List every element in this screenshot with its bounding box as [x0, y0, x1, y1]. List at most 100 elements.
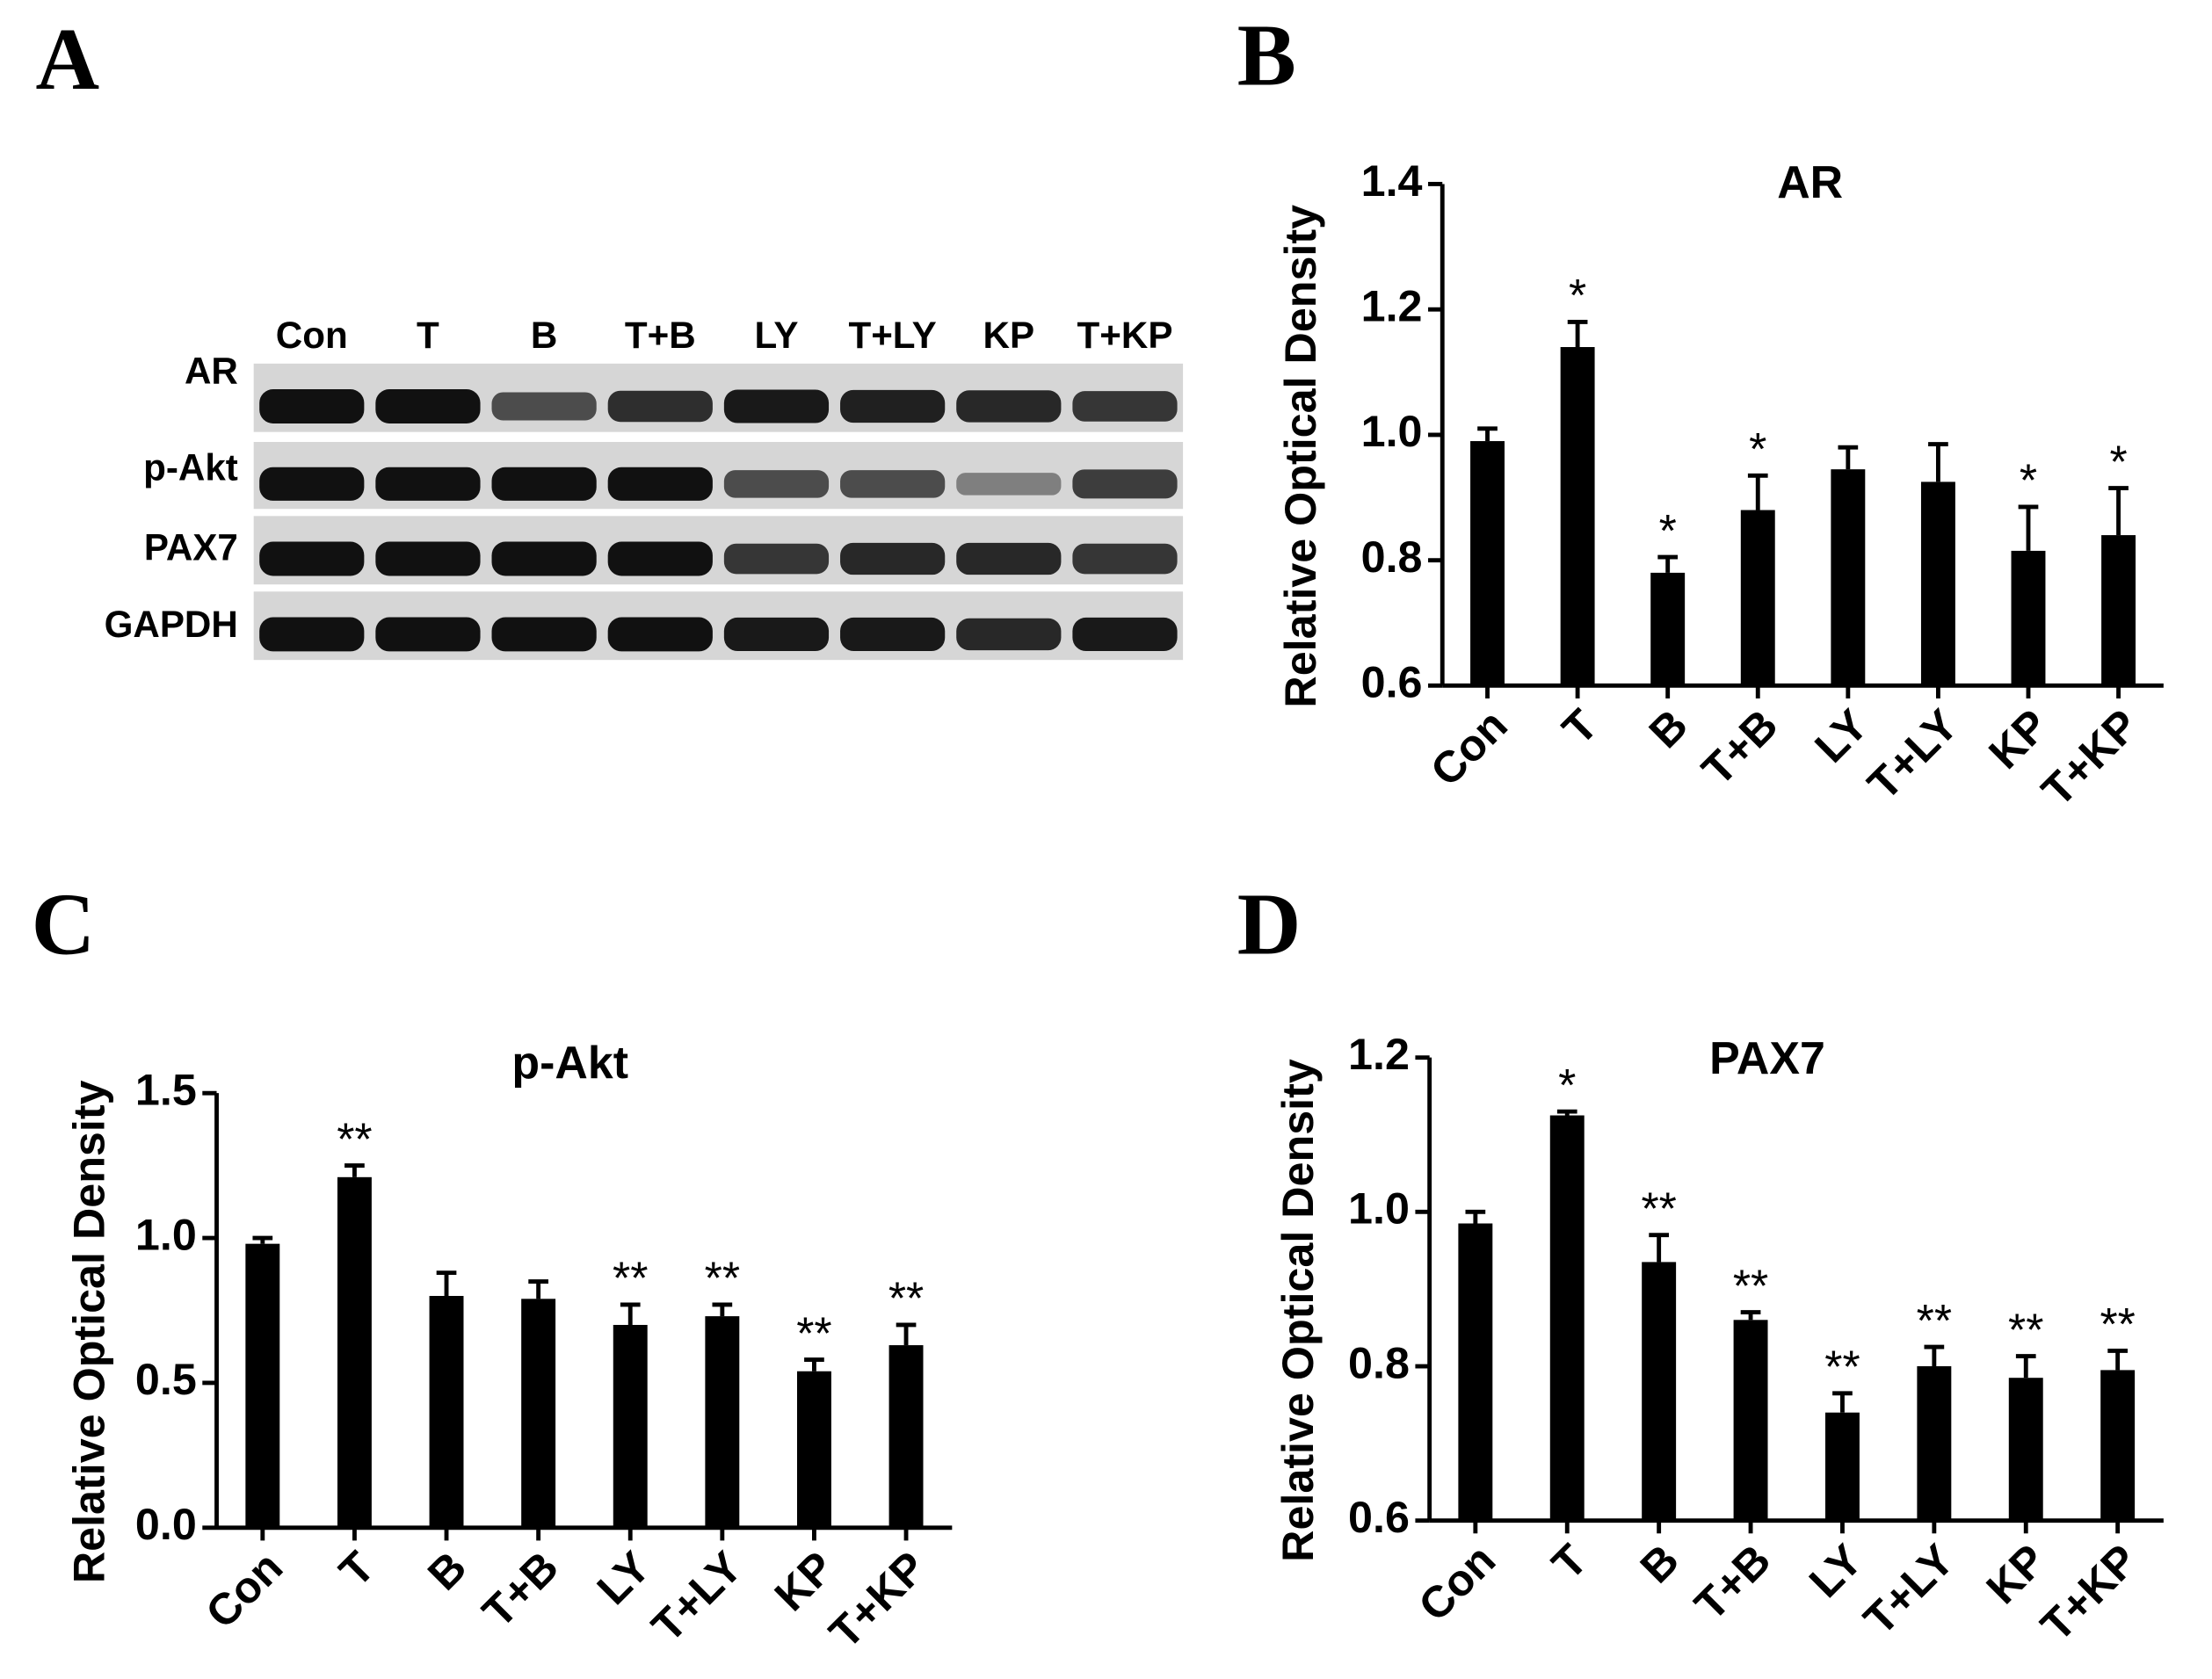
- significance-mark: **: [337, 1113, 372, 1164]
- blot-band: [840, 617, 946, 651]
- bar: [613, 1324, 648, 1528]
- x-tick-label: T+B: [1692, 699, 1787, 794]
- bar: [705, 1316, 740, 1528]
- blot-band: [607, 617, 713, 652]
- x-tick-label: T+KP: [2031, 1534, 2147, 1650]
- significance-mark: **: [613, 1253, 648, 1304]
- x-tick-label: Con: [196, 1542, 292, 1638]
- lane-label: KP: [983, 315, 1035, 356]
- bar: [1549, 1115, 1585, 1521]
- significance-mark: **: [2100, 1299, 2135, 1350]
- protein-label: GAPDH: [105, 604, 238, 645]
- y-tick-label: 0.5: [135, 1354, 197, 1404]
- y-tick-label: 1.0: [1361, 406, 1423, 456]
- x-tick-label: B: [417, 1542, 475, 1600]
- significance-mark: **: [2008, 1304, 2043, 1355]
- blot-band: [491, 392, 597, 421]
- x-tick-label: T: [1542, 1534, 1597, 1589]
- panel-letter: D: [1237, 875, 1302, 973]
- y-tick-label: 1.0: [1348, 1183, 1410, 1234]
- y-tick-label: 1.0: [135, 1209, 197, 1259]
- blot-band: [956, 473, 1062, 496]
- blot-band: [259, 617, 365, 652]
- chart-title: PAX7: [1709, 1032, 1825, 1083]
- significance-mark: **: [796, 1307, 831, 1358]
- blot-band: [956, 618, 1062, 651]
- x-tick-label: T+B: [473, 1542, 568, 1637]
- significance-mark: *: [2109, 436, 2127, 487]
- blot-band: [840, 542, 946, 575]
- blot-band: [840, 470, 946, 498]
- significance-mark: **: [1824, 1342, 1860, 1393]
- significance-mark: **: [705, 1253, 740, 1304]
- blot-band: [375, 541, 481, 576]
- blot-band: [259, 389, 365, 423]
- x-tick-label: Con: [1409, 1534, 1505, 1630]
- bar: [1740, 510, 1775, 686]
- y-tick-label: 0.6: [1361, 657, 1423, 707]
- x-tick-label: Con: [1421, 699, 1517, 795]
- significance-mark: *: [1749, 423, 1766, 474]
- bar: [888, 1345, 924, 1528]
- lane-label: LY: [754, 315, 798, 356]
- protein-label: AR: [185, 350, 238, 391]
- x-tick-label: T+KP: [2032, 699, 2148, 815]
- protein-label: PAX7: [144, 526, 238, 568]
- y-tick-label: 1.2: [1361, 280, 1423, 330]
- blot-band: [1072, 543, 1178, 575]
- blot-band: [723, 389, 830, 423]
- panel-letter: C: [32, 875, 96, 973]
- blot-band: [375, 467, 481, 501]
- x-tick-label: T+B: [1685, 1534, 1780, 1629]
- x-tick-label: B: [1639, 699, 1697, 757]
- bar: [429, 1296, 464, 1528]
- y-tick-label: 1.4: [1361, 156, 1423, 206]
- bar: [2008, 1378, 2043, 1521]
- blot-band: [607, 541, 713, 576]
- lane-label: B: [531, 315, 557, 356]
- blot-band: [840, 389, 946, 423]
- blot-band: [1072, 617, 1178, 651]
- lane-label: T: [417, 315, 439, 356]
- lane-label: T+LY: [848, 315, 936, 356]
- bar: [337, 1176, 372, 1528]
- blot-band: [723, 543, 830, 575]
- blot-band: [956, 542, 1062, 575]
- bar: [1642, 1262, 1677, 1521]
- blot-band: [956, 390, 1062, 423]
- blot-band: [491, 541, 597, 576]
- blot-band: [491, 467, 597, 501]
- blot-band: [607, 467, 713, 501]
- significance-mark: **: [1641, 1183, 1676, 1234]
- y-tick-label: 1.5: [135, 1064, 197, 1114]
- bar: [521, 1299, 556, 1528]
- panel-letter: B: [1237, 5, 1296, 104]
- y-tick-label: 0.8: [1361, 532, 1423, 582]
- bar: [1920, 481, 1955, 686]
- x-tick-label: LY: [587, 1542, 659, 1614]
- blot-band: [259, 467, 365, 501]
- blot-band: [1072, 391, 1178, 422]
- x-tick-label: T: [330, 1541, 384, 1596]
- x-tick-label: LY: [1805, 699, 1877, 771]
- y-tick-label: 0.8: [1348, 1337, 1410, 1387]
- x-tick-label: T+KP: [819, 1542, 935, 1658]
- bar: [1831, 469, 1866, 686]
- bar: [796, 1371, 831, 1528]
- bar: [245, 1243, 280, 1528]
- chart-title: p-Akt: [511, 1037, 628, 1088]
- lane-label: T+B: [625, 315, 696, 356]
- bar: [1458, 1223, 1493, 1521]
- significance-mark: *: [1558, 1060, 1576, 1111]
- significance-mark: *: [1659, 505, 1677, 556]
- blot-band: [491, 617, 597, 652]
- x-tick-label: B: [1630, 1534, 1688, 1592]
- x-tick-label: T+LY: [1858, 699, 1968, 809]
- y-axis-label: Relative Optical Density: [1275, 205, 1325, 708]
- bar: [1470, 441, 1505, 686]
- protein-label: p-Akt: [143, 447, 238, 489]
- blot-band: [1072, 469, 1178, 499]
- y-axis-label: Relative Optical Density: [1273, 1059, 1323, 1562]
- bar: [2100, 1370, 2136, 1521]
